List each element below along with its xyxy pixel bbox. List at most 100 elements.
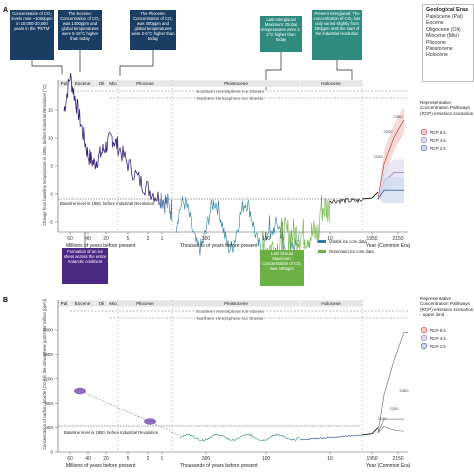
pliocene-temperature-line — [159, 192, 173, 222]
xlabel-myr-a: Millions of years before present — [66, 243, 136, 249]
y-tick-label: 0 — [50, 450, 53, 455]
ice-core-co2-line — [179, 433, 300, 442]
callout-eocene-text: The Eocene: Concentration of CO₂ was 140… — [60, 11, 100, 41]
vostok-line — [175, 196, 300, 270]
baseline-note-b: Baseline level in 1850, before Industria… — [64, 430, 159, 435]
era-label: Pliocene — [136, 301, 154, 306]
projection-year-2200-b: 2200 — [390, 406, 400, 411]
ice-sheet-label-north: Northern Hemisphere Ice Sheets — [197, 316, 265, 321]
rcp85-swatch-b — [420, 326, 428, 334]
ylabel-a: Change from baseline temperature in 1850… — [42, 84, 47, 226]
rcp45-label-a: RCP 4.5 — [430, 138, 446, 143]
x-tick-label: 5 — [127, 456, 130, 462]
cenozoic-temperature-line — [63, 72, 160, 206]
era-item: Pleistocene — [426, 46, 453, 53]
projection-line-rcp85-a — [377, 119, 405, 200]
baseline-note-a: Baseline level in 1850, before Industria… — [60, 201, 155, 206]
era-bar-b: Pal Eocene Oli Mio Pliocene Pleistocene Holoce… — [57, 299, 363, 308]
callout-pliocene-text: The Pliocene: Concentration of CO₂ was 4… — [131, 11, 175, 41]
era-item: Miocene (Mio) — [426, 33, 459, 40]
y-tick-label: 5 — [50, 164, 53, 169]
x-tick-label: 1950 — [366, 236, 377, 242]
y-ticks-b: 2000 1600 1200 800 400 0 — [43, 328, 58, 455]
y-tick-label: 800 — [45, 401, 53, 406]
co2-connector-2 — [149, 421, 179, 436]
callout-petm-text: Concentration of CO₂ levels rose ~1000pp… — [11, 11, 53, 31]
y-tick-label: 15 — [48, 108, 54, 113]
industrial-co2-line — [361, 427, 379, 436]
era-label: Holocene — [321, 301, 341, 306]
projection-year-2100-b: 2100 — [378, 416, 388, 421]
x-tick-label: 20 — [103, 456, 109, 462]
callout-pliocene: The Pliocene: Concentration of CO₂ was 4… — [130, 10, 176, 50]
rcp-legend-b: Representative Concentration Pathways (R… — [420, 296, 474, 350]
ice-sheet-label-south: Southern Hemisphere Ice Sheets — [196, 89, 264, 94]
era-label: Pleistocene — [224, 81, 248, 86]
y-tick-label: 10 — [48, 136, 54, 141]
legend-vostok: Vostok ice core data — [329, 239, 367, 244]
rcp45-swatch-b — [420, 334, 428, 342]
callout-last-interglacial: Last Interglacial Maximum: Global temper… — [260, 16, 302, 52]
callout-antarctic-text: Formation of an ice sheet across the ent… — [63, 249, 107, 264]
x-tick-label: 40 — [85, 236, 91, 242]
y-ticks-a: 15 10 5 0 -5 — [48, 108, 58, 225]
x-tick-label: 2150 — [392, 236, 403, 242]
panel-a-label: A — [3, 7, 8, 14]
xlabel-myr-b: Millions of years before present — [66, 463, 136, 469]
x-ticks-b: 60 40 20 5 2 1 300 100 10 1950 2150 — [67, 452, 404, 462]
panel-b-label: B — [3, 297, 8, 304]
callout-present-interglacial: Present Interglacial: The concentration … — [312, 10, 362, 60]
ylabel-b: Concentration of carbon dioxide (CO₂) in… — [42, 298, 47, 450]
era-bar-a: Pal Eocene Oli Mio Pliocene Pleistocene Holoce… — [57, 79, 363, 88]
x-tick-label: 300 — [202, 236, 211, 242]
projection-line-rcp26-b — [377, 425, 405, 434]
series-b — [74, 387, 379, 442]
x-tick-label: 1950 — [366, 456, 377, 462]
callout-petm: Concentration of CO₂ levels rose ~1000pp… — [10, 10, 54, 60]
y-tick-label: 1600 — [43, 352, 54, 357]
rcp-legend-a: Representative Concentration Pathways (R… — [420, 100, 473, 152]
projection-year-2200-a: 2200 — [384, 129, 394, 134]
projection-year-2300-a: 2300 — [394, 114, 404, 119]
era-segment — [299, 299, 363, 308]
x-tick-label: 10 — [327, 236, 333, 242]
rcp26-label-b: RCP 2.6 — [430, 344, 446, 349]
xlabel-ce-b: Year (Common Era) — [366, 463, 411, 469]
callout-last-interglacial-text: Last Interglacial Maximum: Global temper… — [261, 17, 301, 42]
x-tick-label: 1 — [161, 456, 164, 462]
y-tick-label: 400 — [45, 425, 53, 430]
rcp85-label-a: RCP 8.5 — [430, 130, 446, 135]
callout-eocene: The Eocene: Concentration of CO₂ was 140… — [58, 10, 102, 50]
era-label: Pal — [61, 81, 68, 86]
geological-eras-title: Geological Eras — [426, 7, 469, 13]
projection-band-rcp85-a — [378, 106, 404, 199]
x-tick-label: 2150 — [392, 456, 403, 462]
x-tick-label: 1 — [161, 236, 164, 242]
xlabel-kyr-b: Thousands of years before present — [180, 463, 258, 469]
era-item: Oligocene (Oli) — [426, 26, 461, 33]
dividers-a — [117, 80, 363, 232]
callout-lgm: Last Glacial Maximum: Concentration of C… — [260, 250, 304, 286]
x-ticks-a: 60 40 20 5 2 1 300 100 10 1950 2150 — [67, 232, 404, 242]
era-label: Oli — [99, 301, 105, 306]
rcp-title-b: Representative Concentration Pathways (R… — [420, 296, 474, 318]
y-tick-label: -5 — [49, 220, 54, 225]
ice-sheet-label-south: Southern Hemisphere Ice Sheets — [196, 309, 264, 314]
rcp85-label-b: RCP 8.5 — [430, 328, 446, 333]
holocene-line — [329, 197, 363, 205]
era-label: Eocene — [75, 81, 91, 86]
ice-sheets-a: Southern Hemisphere Ice Sheets Northern H… — [70, 89, 408, 101]
rcp26-label-a: RCP 2.6 — [430, 146, 446, 151]
x-tick-label: 2 — [147, 236, 150, 242]
co2-connector — [79, 390, 151, 422]
projection-line-rcp85-b — [377, 332, 405, 434]
x-tick-label: 100 — [262, 456, 271, 462]
era-label: Pliocene — [136, 81, 154, 86]
xlabel-kyr-a: Thousands of years before present — [180, 243, 258, 249]
callout-antarctic: Formation of an ice sheet across the ent… — [62, 248, 108, 284]
y-tick-label: 1200 — [43, 376, 54, 381]
era-item: Eocene — [426, 20, 444, 27]
dividers-b — [117, 300, 363, 452]
era-label: Oli — [99, 81, 105, 86]
